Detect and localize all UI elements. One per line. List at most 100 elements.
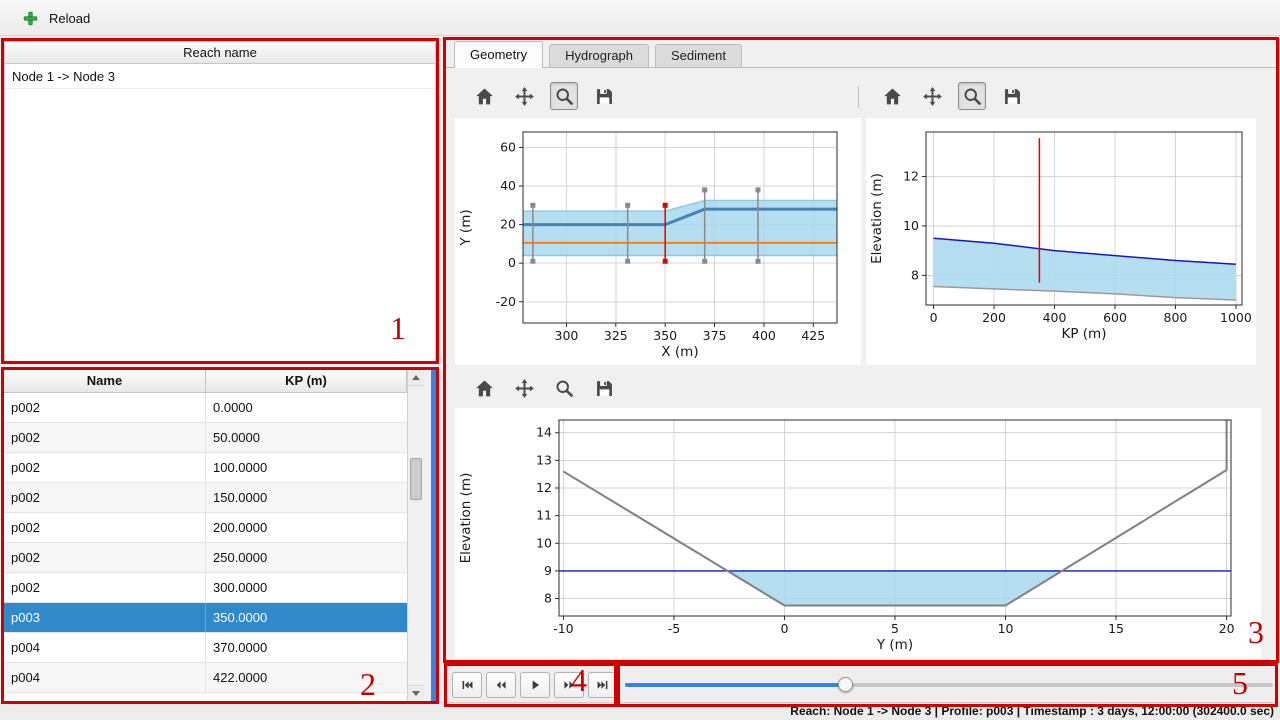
reload-label: Reload	[49, 10, 91, 26]
svg-text:12: 12	[536, 480, 552, 495]
cell-name[interactable]: p004	[4, 663, 206, 692]
slider-groove[interactable]	[625, 683, 1273, 687]
skip-start-button[interactable]	[452, 672, 482, 698]
zoom-button[interactable]	[550, 82, 578, 110]
save-button[interactable]	[998, 82, 1026, 110]
column-header-name[interactable]: Name	[4, 370, 206, 392]
svg-text:800: 800	[1164, 310, 1188, 325]
cell-name[interactable]: p002	[4, 393, 206, 422]
table-row[interactable]: p002 100.0000	[4, 453, 407, 483]
reach-list-item[interactable]: Node 1 -> Node 3	[5, 64, 435, 89]
table-row[interactable]: p004 422.0000	[4, 663, 407, 693]
table-row[interactable]: p002 200.0000	[4, 513, 407, 543]
cell-kp[interactable]: 250.0000	[213, 550, 268, 565]
table-row[interactable]: p002 300.0000	[4, 573, 407, 603]
svg-text:325: 325	[604, 328, 628, 343]
step-forward-button[interactable]	[554, 672, 584, 698]
home-button[interactable]	[470, 374, 498, 402]
plan-view-plot[interactable]: 300 325 350 375 400 425 -20 0 20 40 60 X (m) Y (m)	[455, 118, 861, 365]
column-header-kp[interactable]: KP (m)	[206, 370, 407, 392]
table-row[interactable]: p002 150.0000	[4, 483, 407, 513]
playback-controls	[452, 672, 618, 698]
scrollbar-handle[interactable]	[410, 458, 422, 500]
cell-kp[interactable]: 50.0000	[213, 430, 260, 445]
table-row[interactable]: p002 250.0000	[4, 543, 407, 573]
profile-table-body: p002 0.0000 p002 50.0000 p002 100.0000 p002 150…	[4, 393, 407, 701]
svg-text:-20: -20	[496, 294, 516, 309]
slider-handle[interactable]	[838, 677, 854, 692]
cell-kp[interactable]: 422.0000	[213, 670, 268, 685]
reach-panel: Reach name Node 1 -> Node 3	[4, 41, 436, 362]
zoom-button[interactable]	[550, 374, 578, 402]
home-button[interactable]	[470, 82, 498, 110]
cell-name[interactable]: p002	[4, 513, 206, 542]
cell-kp[interactable]: 150.0000	[213, 490, 268, 505]
reload-icon	[23, 11, 38, 25]
cell-name[interactable]: p002	[4, 543, 206, 572]
cell-kp[interactable]: 0.0000	[213, 400, 253, 415]
panel-scroll-indicator[interactable]	[431, 370, 436, 701]
svg-text:0: 0	[780, 621, 788, 636]
pan-button[interactable]	[510, 82, 538, 110]
scroll-down-icon	[412, 691, 420, 696]
reload-button[interactable]: Reload	[14, 4, 98, 32]
skip-end-button[interactable]	[588, 672, 618, 698]
long-profile-plot[interactable]: 0 200 400 600 800 1000 8 10 12 KP (m) Elevation (m…	[866, 118, 1256, 365]
save-button[interactable]	[590, 82, 618, 110]
svg-text:Elevation (m): Elevation (m)	[869, 173, 885, 264]
svg-text:X (m): X (m)	[661, 344, 698, 360]
zoom-button[interactable]	[958, 82, 986, 110]
table-row[interactable]: p003 350.0000	[4, 603, 407, 633]
cell-name[interactable]: p002	[4, 573, 206, 602]
svg-text:400: 400	[752, 328, 776, 343]
table-row[interactable]: p002 50.0000	[4, 423, 407, 453]
cell-kp[interactable]: 370.0000	[213, 640, 268, 655]
svg-text:400: 400	[1043, 310, 1067, 325]
svg-text:Y (m): Y (m)	[876, 637, 913, 653]
cell-kp[interactable]: 350.0000	[213, 610, 268, 625]
cell-name[interactable]: p002	[4, 423, 206, 452]
tab-hydrograph[interactable]: Hydrograph	[549, 44, 650, 67]
zoom-icon	[963, 87, 982, 106]
pan-icon	[514, 378, 534, 398]
home-icon	[475, 87, 493, 104]
cell-name[interactable]: p002	[4, 453, 206, 482]
svg-text:10: 10	[536, 535, 552, 550]
tab-sediment[interactable]: Sediment	[655, 44, 742, 67]
home-button[interactable]	[878, 82, 906, 110]
pan-icon	[922, 86, 942, 106]
top-toolbar: Reload	[0, 0, 1280, 36]
cross-section-plot[interactable]: -10 -5 0 5 10 15 20 8 9 10 11 12 13 14 Y (m) Elevation …	[455, 408, 1261, 658]
step-back-button[interactable]	[486, 672, 516, 698]
reach-list-header: Reach name	[5, 42, 435, 64]
play-button[interactable]	[520, 672, 550, 698]
cell-kp[interactable]: 100.0000	[213, 460, 268, 475]
svg-text:350: 350	[653, 328, 677, 343]
time-slider[interactable]	[625, 672, 1273, 698]
svg-text:Y (m): Y (m)	[458, 209, 474, 246]
cell-name[interactable]: p004	[4, 633, 206, 662]
save-button[interactable]	[590, 374, 618, 402]
scroll-down-button[interactable]	[408, 685, 424, 701]
table-scrollbar[interactable]	[407, 370, 424, 701]
pan-button[interactable]	[918, 82, 946, 110]
tab-geometry[interactable]: Geometry	[454, 41, 544, 68]
table-row[interactable]: p002 0.0000	[4, 393, 407, 423]
svg-text:20: 20	[1219, 621, 1235, 636]
scroll-up-button[interactable]	[408, 370, 424, 386]
svg-text:8: 8	[911, 267, 919, 282]
cell-name[interactable]: p002	[4, 483, 206, 512]
slider-fill	[625, 683, 846, 687]
cell-name[interactable]: p003	[4, 603, 206, 632]
status-text: Reach: Node 1 -> Node 3 | Profile: p003 …	[790, 704, 1274, 718]
reach-list: Node 1 -> Node 3	[5, 64, 435, 89]
cell-kp[interactable]: 300.0000	[213, 580, 268, 595]
home-icon	[883, 87, 901, 104]
tab-bar: Geometry Hydrograph Sediment	[446, 40, 1276, 68]
pan-button[interactable]	[510, 374, 538, 402]
svg-text:0: 0	[930, 310, 938, 325]
cell-kp[interactable]: 200.0000	[213, 520, 268, 535]
table-row[interactable]: p004 370.0000	[4, 633, 407, 663]
svg-text:14: 14	[536, 425, 552, 440]
plan-view-toolbar	[470, 82, 618, 110]
